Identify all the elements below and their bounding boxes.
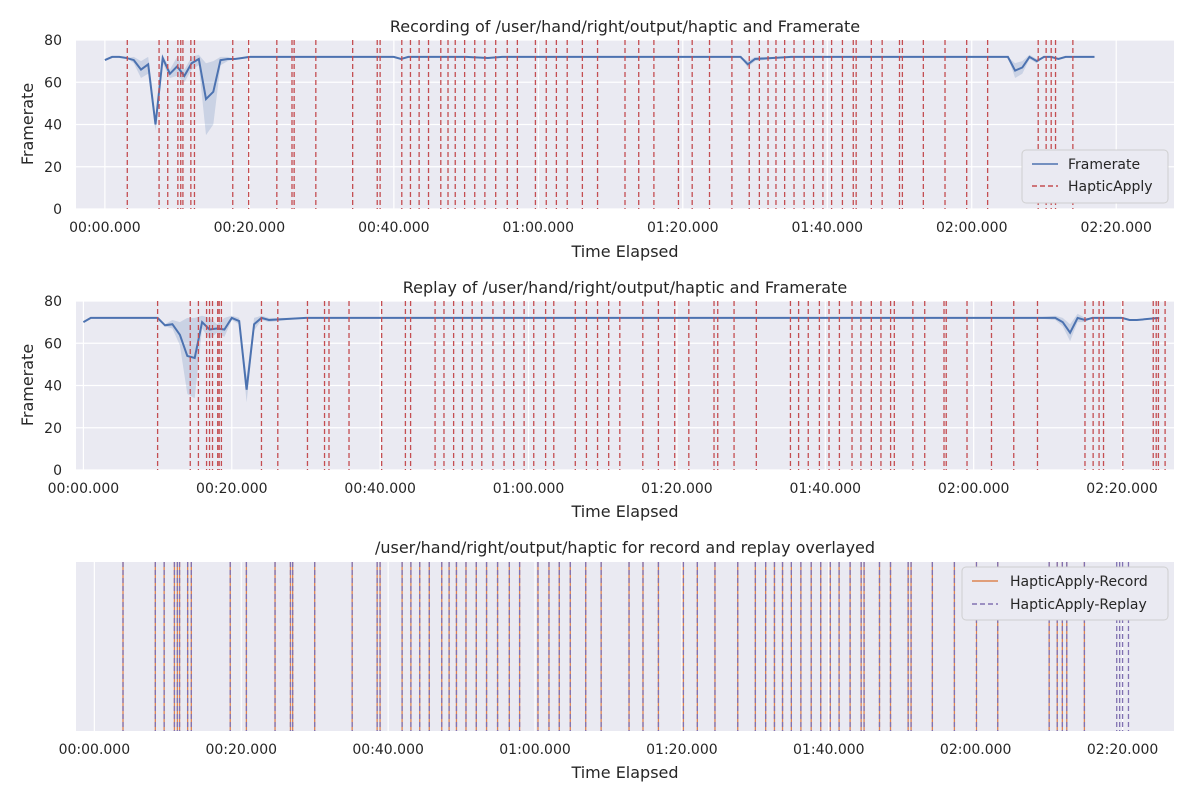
y-tick-label: 20 — [44, 160, 62, 176]
legend-label-record: HapticApply-Record — [1010, 574, 1148, 590]
x-axis-label: Time Elapsed — [570, 242, 678, 261]
marks — [104, 40, 1095, 209]
x-tick-label: 01:00.000 — [499, 742, 571, 758]
y-tick-label: 60 — [44, 336, 62, 352]
x-tick-label: 01:40.000 — [791, 220, 863, 236]
x-tick-label: 00:20.000 — [196, 481, 268, 497]
x-axis-label: Time Elapsed — [570, 502, 678, 521]
x-tick-label: 00:00.000 — [48, 481, 120, 497]
x-tick-label: 00:40.000 — [358, 220, 430, 236]
x-tick-label: 02:20.000 — [1086, 481, 1158, 497]
x-tick-label: 02:00.000 — [938, 481, 1010, 497]
y-tick-label: 0 — [53, 463, 62, 479]
x-tick-label: 01:20.000 — [647, 220, 719, 236]
legend-label-replay: HapticApply-Replay — [1010, 597, 1147, 613]
framerate-confidence-band — [83, 313, 1160, 403]
legend-box — [1021, 149, 1169, 204]
y-tick-label: 20 — [44, 421, 62, 437]
framerate-confidence-band — [104, 54, 1095, 136]
y-tick-label: 80 — [44, 33, 62, 49]
legend: HapticApply-Record HapticApply-Replay — [961, 566, 1169, 621]
recording-chart: 00:00.000 00:20.000 00:40.000 01:00.000 01:2… — [18, 17, 1174, 261]
y-tick-label: 0 — [53, 202, 62, 218]
framerate-line — [82, 316, 1160, 390]
overlay-chart: 00:00.000 00:20.000 00:40.000 01:00.000 01:2… — [59, 538, 1174, 782]
axes: 00:00.000 00:20.000 00:40.000 01:00.000 01:2… — [59, 742, 1159, 758]
x-tick-label: 00:40.000 — [352, 742, 424, 758]
marks — [82, 301, 1166, 470]
x-tick-label: 00:20.000 — [214, 220, 286, 236]
x-tick-label: 01:40.000 — [790, 481, 862, 497]
x-tick-label: 02:20.000 — [1087, 742, 1159, 758]
x-tick-label: 00:20.000 — [205, 742, 277, 758]
x-tick-label: 02:20.000 — [1080, 220, 1152, 236]
y-axis-label: Framerate — [18, 83, 37, 165]
chart-title: Replay of /user/hand/right/output/haptic… — [403, 278, 847, 297]
x-tick-label: 02:00.000 — [936, 220, 1008, 236]
x-tick-label: 02:00.000 — [940, 742, 1012, 758]
y-axis-label: Framerate — [18, 344, 37, 426]
axes: 00:00.000 00:20.000 00:40.000 01:00.000 01:2… — [44, 33, 1152, 236]
x-tick-label: 00:00.000 — [69, 220, 141, 236]
chart-title: /user/hand/right/output/haptic for recor… — [375, 538, 875, 557]
x-tick-label: 01:40.000 — [793, 742, 865, 758]
x-tick-label: 01:20.000 — [646, 742, 718, 758]
y-tick-label: 60 — [44, 75, 62, 91]
axes: 00:00.000 00:20.000 00:40.000 01:00.000 01:2… — [44, 294, 1158, 497]
x-axis-label: Time Elapsed — [570, 763, 678, 782]
y-tick-label: 40 — [44, 379, 62, 395]
x-tick-label: 01:20.000 — [641, 481, 713, 497]
replay-chart: 00:00.000 00:20.000 00:40.000 01:00.000 01:2… — [18, 278, 1174, 521]
legend-box — [961, 566, 1169, 621]
legend: Framerate HapticApply — [1021, 149, 1169, 204]
x-tick-label: 00:40.000 — [344, 481, 416, 497]
y-tick-label: 40 — [44, 118, 62, 134]
legend-label-hapticapply: HapticApply — [1068, 179, 1153, 195]
legend-label-framerate: Framerate — [1068, 157, 1140, 173]
framerate-line — [104, 54, 1095, 125]
x-tick-label: 01:00.000 — [493, 481, 565, 497]
x-tick-label: 01:00.000 — [503, 220, 575, 236]
x-tick-label: 00:00.000 — [59, 742, 131, 758]
y-tick-label: 80 — [44, 294, 62, 310]
chart-title: Recording of /user/hand/right/output/hap… — [390, 17, 860, 36]
